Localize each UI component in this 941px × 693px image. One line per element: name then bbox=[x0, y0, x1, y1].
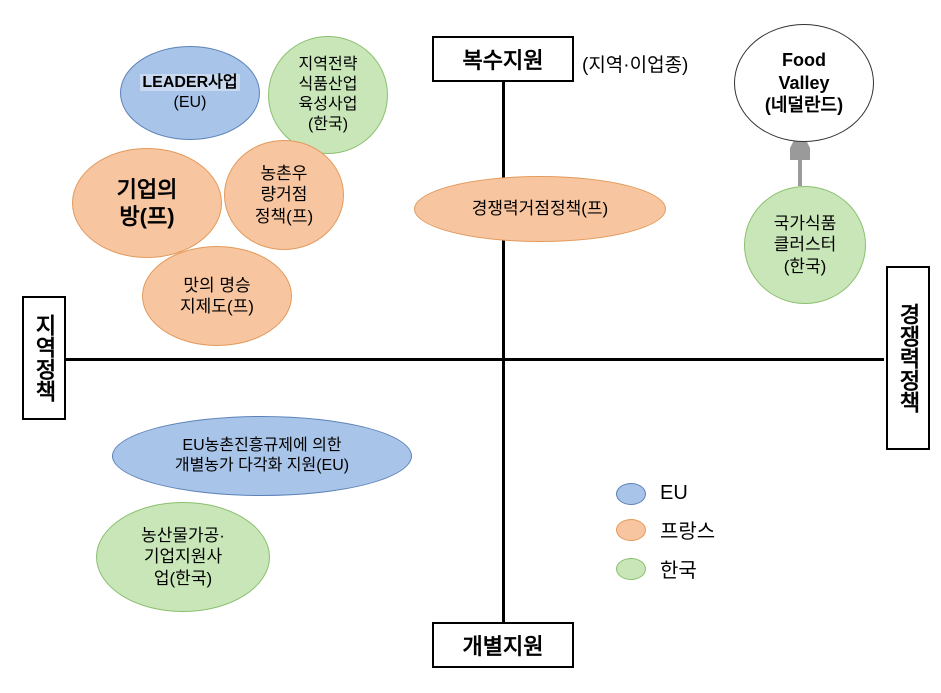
axis-label-bottom-text: 개별지원 bbox=[463, 629, 544, 661]
node-enterprise-room-france: 기업의 방(프) bbox=[72, 148, 222, 258]
node-regional-strategy-korea: 지역전략 식품산업 육성사업 (한국) bbox=[268, 36, 388, 154]
legend-label: 프랑스 bbox=[660, 515, 715, 544]
axis-label-right: 경쟁력정책 bbox=[886, 266, 930, 450]
axis-vertical bbox=[502, 68, 505, 634]
diagram-canvas: 복수지원 개별지원 지역정책 경쟁력정책 (지역·이업종) LEADER사업(E… bbox=[0, 0, 941, 693]
axis-label-top: 복수지원 bbox=[432, 36, 574, 82]
node-label: 맛의 명승 지제도(프) bbox=[176, 273, 258, 320]
node-rural-excellence-france: 농촌우 량거점 정책(프) bbox=[224, 140, 344, 250]
node-label: 기업의 방(프) bbox=[113, 174, 182, 233]
axis-horizontal bbox=[66, 358, 884, 361]
node-food-valley-netherlands: Food Valley (네덜란드) bbox=[734, 24, 874, 142]
legend-swatch bbox=[616, 483, 646, 505]
legend-swatch bbox=[616, 558, 646, 580]
legend: EU 프랑스한국 bbox=[616, 482, 715, 593]
legend-swatch bbox=[616, 519, 646, 541]
node-label: 국가식품 클러스터 (한국) bbox=[770, 211, 841, 279]
node-label: 농산물가공· 기업지원사 업(한국) bbox=[137, 523, 229, 591]
axis-label-bottom: 개별지원 bbox=[432, 622, 574, 668]
node-label: 지역전략 식품산업 육성사업 (한국) bbox=[295, 53, 362, 137]
node-taste-site-france: 맛의 명승 지제도(프) bbox=[142, 246, 292, 346]
axis-top-note: (지역·이업종) bbox=[582, 50, 688, 77]
node-competitiveness-hub-france: 경쟁력거점정책(프) bbox=[414, 176, 666, 242]
legend-item: 프랑스 bbox=[616, 515, 715, 544]
legend-item: EU bbox=[616, 482, 715, 505]
node-label: EU농촌진흥규제에 의한 개별농가 다각화 지원(EU) bbox=[171, 434, 353, 478]
axis-label-right-text: 경쟁력정책 bbox=[892, 303, 924, 413]
axis-label-top-text: 복수지원 bbox=[463, 43, 544, 75]
node-label: LEADER사업(EU) bbox=[136, 71, 243, 115]
legend-item: 한국 bbox=[616, 554, 715, 583]
node-national-food-cluster-korea: 국가식품 클러스터 (한국) bbox=[744, 186, 866, 304]
node-label: 경쟁력거점정책(프) bbox=[468, 196, 612, 221]
node-leader-eu: LEADER사업(EU) bbox=[120, 46, 260, 140]
node-label: Food Valley (네덜란드) bbox=[761, 47, 847, 119]
axis-label-left-text: 지역정책 bbox=[28, 314, 60, 402]
legend-label: 한국 bbox=[660, 554, 697, 583]
node-agri-processing-support-korea: 농산물가공· 기업지원사 업(한국) bbox=[96, 502, 270, 612]
axis-label-left: 지역정책 bbox=[22, 296, 66, 420]
legend-label: EU bbox=[660, 482, 688, 505]
node-eu-rural-dev-support: EU농촌진흥규제에 의한 개별농가 다각화 지원(EU) bbox=[112, 416, 412, 496]
node-label: 농촌우 량거점 정책(프) bbox=[251, 161, 317, 229]
